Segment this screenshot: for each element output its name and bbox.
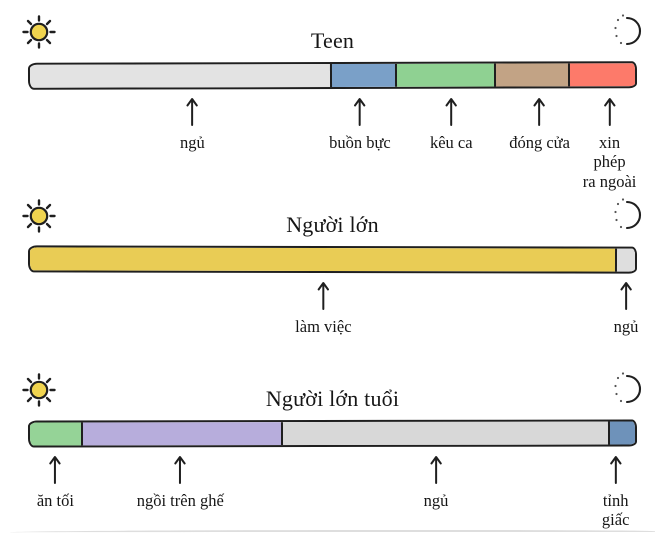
row-header-teen: Teen bbox=[0, 8, 665, 58]
annotation-label-dinner: ăn tối bbox=[36, 491, 74, 510]
timeline-row-teen: Teen ngủ buồn bực kêu ca đóng cửa xin ph… bbox=[0, 8, 665, 191]
up-arrow-icon bbox=[185, 96, 200, 131]
annotation-sleep: ngủ bbox=[423, 454, 449, 510]
annotation-label-sleep: ngủ bbox=[180, 133, 205, 152]
annotation-label-complain: kêu ca bbox=[429, 133, 473, 152]
up-arrow-icon bbox=[352, 96, 367, 131]
annotation-label-grumpy: buồn bực bbox=[329, 133, 391, 152]
annotation-close-door: đóng cửa bbox=[509, 96, 570, 152]
sun-icon bbox=[20, 370, 58, 408]
annotations-elderly: ăn tối ngồi trên ghế ngủ tỉnh giấc bbox=[0, 366, 665, 529]
annotation-label-ask-go-out: xin phép ra ngoài bbox=[582, 133, 637, 191]
up-arrow-icon bbox=[173, 454, 188, 489]
up-arrow-icon bbox=[619, 280, 634, 315]
annotations-teen: ngủ buồn bực kêu ca đóng cửa xin phép ra… bbox=[0, 8, 665, 191]
moon-icon bbox=[611, 370, 649, 408]
annotation-label-wake-up: tỉnh giấc bbox=[601, 491, 630, 530]
row-header-adult: Người lớn bbox=[0, 192, 665, 242]
sun-icon bbox=[20, 196, 58, 234]
timeline-row-elderly: Người lớn tuổi ăn tối ngồi trên ghế ngủ … bbox=[0, 366, 665, 529]
annotations-adult: làm việc ngủ bbox=[0, 192, 665, 342]
annotation-ask-go-out: xin phép ra ngoài bbox=[582, 96, 637, 191]
up-arrow-icon bbox=[429, 454, 444, 489]
annotation-label-sit-chair: ngồi trên ghế bbox=[136, 491, 224, 510]
annotation-label-close-door: đóng cửa bbox=[509, 133, 570, 152]
annotation-dinner: ăn tối bbox=[37, 454, 74, 510]
row-header-elderly: Người lớn tuổi bbox=[0, 366, 665, 416]
annotation-sleep: ngủ bbox=[180, 96, 205, 152]
row-title-teen: Teen bbox=[310, 28, 355, 53]
up-arrow-icon bbox=[316, 280, 331, 315]
annotation-complain: kêu ca bbox=[430, 96, 473, 152]
annotation-grumpy: buồn bực bbox=[329, 96, 391, 152]
sun-icon bbox=[20, 12, 58, 50]
up-arrow-icon bbox=[602, 96, 617, 131]
up-arrow-icon bbox=[532, 96, 547, 131]
annotation-label-sleep: ngủ bbox=[613, 317, 639, 336]
bottom-sketch-line bbox=[10, 530, 655, 534]
annotation-sleep: ngủ bbox=[613, 280, 639, 336]
annotation-work: làm việc bbox=[295, 280, 352, 336]
up-arrow-icon bbox=[48, 454, 63, 489]
up-arrow-icon bbox=[608, 454, 623, 489]
annotation-label-sleep: ngủ bbox=[423, 491, 449, 510]
annotation-sit-chair: ngồi trên ghế bbox=[137, 454, 224, 510]
moon-icon bbox=[611, 196, 649, 234]
row-title-elderly: Người lớn tuổi bbox=[265, 386, 400, 411]
row-title-adult: Người lớn bbox=[286, 212, 379, 237]
timeline-row-adult: Người lớn làm việc ngủ bbox=[0, 192, 665, 342]
up-arrow-icon bbox=[444, 96, 459, 131]
moon-icon bbox=[611, 12, 649, 50]
annotation-label-work: làm việc bbox=[295, 317, 352, 336]
annotation-wake-up: tỉnh giấc bbox=[591, 454, 640, 530]
